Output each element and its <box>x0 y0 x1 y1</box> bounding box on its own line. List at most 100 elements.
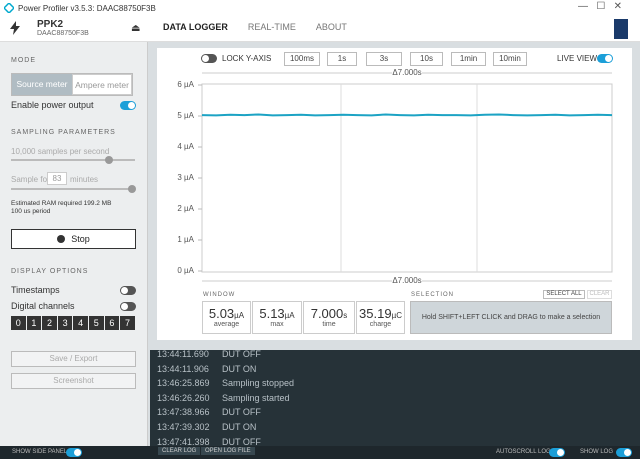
save-export-button[interactable]: Save / Export <box>11 351 136 367</box>
toggle-label: Enable power output <box>11 100 94 110</box>
clear-log-button[interactable]: CLEAR LOG <box>158 447 201 455</box>
time-window-button[interactable]: 10s <box>410 52 443 66</box>
eject-button[interactable]: ⏏ <box>131 23 141 34</box>
device-icon <box>10 21 20 35</box>
digital-channel[interactable]: 1 <box>26 316 42 330</box>
select-all-button[interactable]: SELECT ALL <box>543 290 585 299</box>
stat-unit: µA <box>284 311 295 320</box>
log-time: 13:46:25.869 <box>157 378 210 389</box>
data-line <box>201 113 613 117</box>
toggle[interactable] <box>201 54 217 63</box>
log-message: DUT ON <box>222 422 257 432</box>
toggle-label: AUTOSCROLL LOG <box>496 449 551 455</box>
stat-value: 5.13 <box>259 306 285 321</box>
toggle[interactable] <box>616 448 632 457</box>
digital-channel[interactable]: 0 <box>11 316 26 330</box>
toggle[interactable] <box>597 54 613 63</box>
button-label: Stop <box>71 234 90 244</box>
tabs: DATA LOGGER REAL-TIME ABOUT <box>163 22 347 32</box>
clear-button[interactable]: CLEAR <box>587 290 612 299</box>
y-tick-label: 4 µA <box>177 142 194 151</box>
sample-for-unit: minutes <box>70 175 99 184</box>
span-bg <box>392 68 422 78</box>
span-bg <box>392 276 422 286</box>
log-time: 13:44:11.690 <box>157 350 209 359</box>
stat-value-line: 35.19µC <box>357 306 404 321</box>
log-panel: 13:44:11.690 DUT OFF 13:44:11.906 DUT ON 13:… <box>150 350 640 446</box>
mode-button[interactable]: Ampere meter <box>72 74 132 95</box>
stat-unit: µA <box>234 311 245 320</box>
toggle[interactable] <box>120 302 136 311</box>
tab[interactable]: ABOUT <box>315 22 347 32</box>
period: 100 us period <box>11 208 51 215</box>
stat-box: 7.000s time <box>303 301 355 334</box>
stat-value-line: 7.000s <box>304 306 354 321</box>
stat-box: 35.19µC charge <box>356 301 405 334</box>
stat-value-line: 5.13µA <box>253 306 301 321</box>
slider[interactable] <box>11 188 135 190</box>
open-log-button[interactable]: OPEN LOG FILE <box>201 447 255 455</box>
digital-channel[interactable]: 7 <box>120 316 135 330</box>
section-heading: MODE <box>11 57 36 64</box>
title-bar <box>0 0 640 17</box>
stat-label: time <box>322 321 336 328</box>
time-window-button[interactable]: 1min <box>451 52 486 66</box>
time-window-button[interactable]: 3s <box>366 52 402 66</box>
digital-channel[interactable]: 4 <box>73 316 88 330</box>
digital-channel[interactable]: 5 <box>88 316 104 330</box>
log-message: Sampling stopped <box>222 378 295 389</box>
log-message: Sampling started <box>222 392 290 403</box>
stat-label: average <box>213 321 240 328</box>
section-heading: SAMPLING PARAMETERS <box>11 129 116 136</box>
screenshot-button[interactable]: Screenshot <box>11 373 136 389</box>
slider[interactable] <box>11 159 135 161</box>
time-window-button[interactable]: 100ms <box>284 52 320 66</box>
stat-unit: µC <box>391 311 402 320</box>
y-tick-label: 3 µA <box>177 173 194 182</box>
toggle[interactable] <box>120 101 136 110</box>
time-window-button[interactable]: 1s <box>327 52 357 66</box>
stat-value: 5.03 <box>208 306 235 321</box>
mode-button[interactable]: Source meter <box>12 74 72 95</box>
stat-unit: s <box>343 311 348 320</box>
slider-handle[interactable] <box>105 156 113 164</box>
toggle-label: SHOW LOG <box>580 449 614 455</box>
log-message: DUT OFF <box>222 350 261 359</box>
y-tick-label: 5 µA <box>177 111 194 120</box>
time-window-button[interactable]: 10min <box>493 52 527 66</box>
log-time: 13:44:11.906 <box>157 363 209 374</box>
digital-channel[interactable]: 6 <box>104 316 120 330</box>
toggle[interactable] <box>549 448 565 457</box>
toggle-label: LIVE VIEW <box>557 54 598 63</box>
tab[interactable]: REAL-TIME <box>247 22 296 32</box>
log-time: 13:47:41.398 <box>157 436 210 446</box>
digital-channel[interactable]: 3 <box>57 316 73 330</box>
stop-button[interactable]: Stop <box>11 229 136 249</box>
ram-estimate: Estimated RAM required 199.2 MB <box>11 200 112 207</box>
sample-for-label: Sample for <box>11 175 50 184</box>
tab[interactable]: DATA LOGGER <box>163 22 228 32</box>
window-span: Δ7.000s <box>392 276 421 285</box>
app-icon <box>4 3 14 13</box>
slider-handle[interactable] <box>128 185 136 193</box>
window-title: Power Profiler v3.5.3: DAAC88750F3B <box>18 4 156 13</box>
y-tick-label: 1 µA <box>177 235 194 244</box>
toggle[interactable] <box>66 448 82 457</box>
toggle[interactable] <box>120 286 136 295</box>
toggle-label: LOCK Y-AXIS <box>222 54 272 63</box>
digital-channel[interactable]: 2 <box>42 316 57 330</box>
stat-box: 5.13µA max <box>252 301 302 334</box>
log-time: 13:47:39.302 <box>157 422 210 432</box>
mode-switch: Source meter Ampere meter <box>11 73 133 96</box>
log-message: DUT OFF <box>222 436 261 446</box>
window-span: Δ7.000s <box>392 68 421 77</box>
stat-label: max <box>270 321 284 328</box>
stat-value-line: 5.03µA <box>203 306 250 321</box>
section-heading: DISPLAY OPTIONS <box>11 268 89 275</box>
device-name: PPK2 <box>37 19 64 30</box>
stat-value: 7.000 <box>310 306 344 321</box>
window-controls[interactable]: — ☐ ✕ <box>578 1 623 12</box>
sample-for-input[interactable]: 83 <box>47 172 67 185</box>
